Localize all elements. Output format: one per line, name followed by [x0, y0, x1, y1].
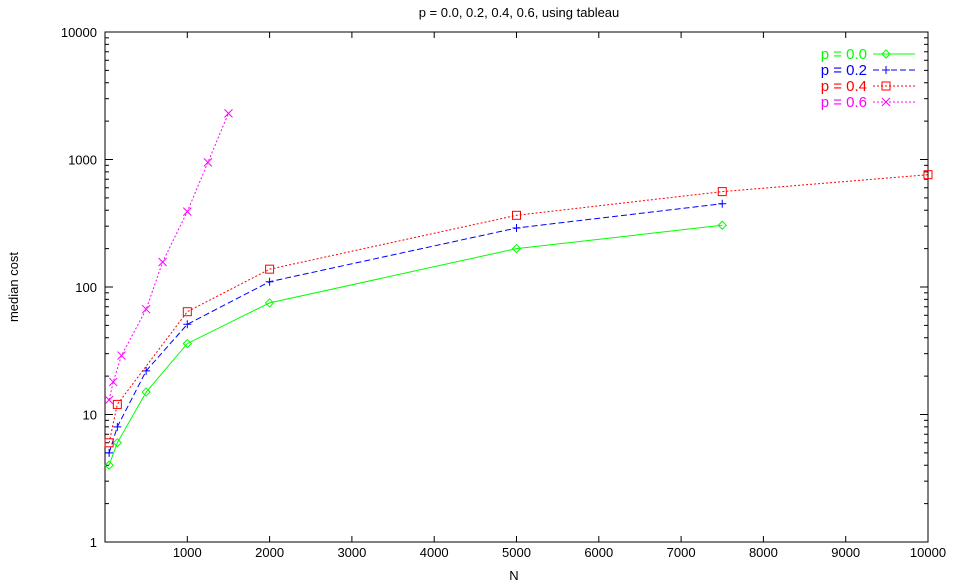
data-point — [141, 304, 151, 314]
x-axis-ticks: 1000 2000 3000 4000 5000 6000 7000 8000 9000 1000… — [173, 32, 946, 560]
data-point — [923, 170, 933, 180]
data-point — [203, 157, 213, 167]
series-1 — [105, 199, 727, 457]
y-axis-ticks: 1 10 100 1000 10000 — [61, 25, 928, 550]
series-line — [108, 203, 723, 454]
data-point — [717, 187, 727, 197]
legend-label: p = 0.2 — [821, 62, 867, 79]
data-point — [265, 264, 275, 274]
data-point — [142, 366, 151, 375]
data-point — [183, 320, 192, 329]
y-axis-label: median cost — [6, 252, 21, 322]
series-3 — [104, 109, 233, 405]
data-point — [141, 387, 151, 397]
x-tick-label: 7000 — [667, 545, 696, 560]
series-0 — [104, 220, 727, 470]
data-point — [224, 109, 233, 118]
x-tick-label: 4000 — [420, 545, 449, 560]
data-point — [104, 395, 114, 405]
x-tick-label: 9000 — [831, 545, 860, 560]
legend-label: p = 0.0 — [821, 46, 867, 63]
x-tick-label: 1000 — [173, 545, 202, 560]
series-layer — [104, 109, 933, 470]
chart-title: p = 0.0, 0.2, 0.4, 0.6, using tableau — [419, 5, 620, 20]
y-tick-label: 1000 — [68, 153, 97, 168]
data-point — [718, 199, 727, 208]
data-point — [182, 307, 192, 317]
series-line — [108, 224, 723, 466]
plot-frame — [104, 31, 929, 543]
series-2 — [104, 170, 933, 448]
data-point — [113, 422, 122, 431]
data-point — [182, 207, 192, 216]
series-line — [108, 174, 929, 443]
x-tick-label: 6000 — [584, 545, 613, 560]
y-tick-label: 10 — [83, 408, 97, 423]
data-point — [158, 257, 167, 267]
x-tick-label: 8000 — [749, 545, 778, 560]
data-point — [105, 448, 114, 457]
legend-marker — [881, 81, 891, 91]
x-axis-label: N — [509, 568, 518, 583]
data-point — [104, 438, 114, 448]
data-point — [112, 438, 123, 448]
data-point — [112, 399, 122, 409]
data-point — [512, 224, 521, 233]
legend-marker — [881, 49, 891, 59]
data-point — [717, 220, 727, 230]
data-point — [512, 210, 521, 220]
x-tick-label: 3000 — [337, 545, 366, 560]
data-point — [117, 351, 126, 360]
legend-label: p = 0.4 — [821, 78, 867, 95]
data-point — [182, 338, 193, 349]
series-line — [108, 113, 229, 401]
y-tick-label: 1 — [90, 535, 97, 550]
data-point — [265, 277, 274, 286]
data-point — [108, 377, 118, 387]
x-tick-label: 10000 — [910, 545, 946, 560]
legend-marker — [882, 66, 890, 74]
y-tick-label: 100 — [75, 280, 97, 295]
data-point — [264, 298, 275, 308]
legend-marker — [881, 97, 891, 107]
y-tick-label: 10000 — [61, 25, 97, 40]
data-point — [104, 460, 114, 470]
x-tick-label: 5000 — [502, 545, 531, 560]
legend: p = 0.0p = 0.2p = 0.4p = 0.6 — [821, 46, 915, 111]
data-point — [511, 243, 522, 254]
x-tick-label: 2000 — [255, 545, 284, 560]
legend-label: p = 0.6 — [821, 94, 867, 111]
